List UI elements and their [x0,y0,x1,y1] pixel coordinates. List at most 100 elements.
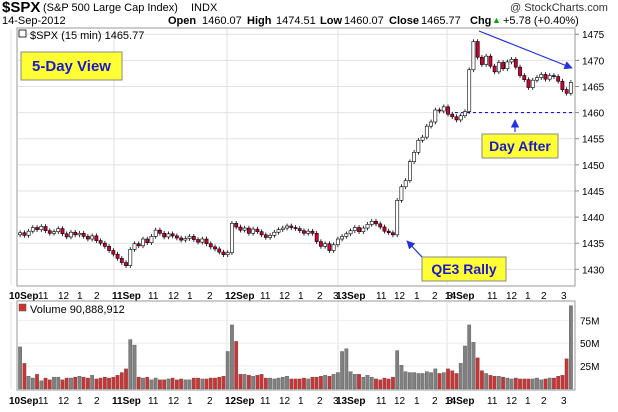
volume-x-tick-label: 1 [77,396,83,407]
candle-body [280,227,285,230]
volume-bar [149,379,154,390]
volume-bar [18,346,22,390]
volume-x-tick-label: 12 [394,396,406,407]
volume-bar [111,376,116,390]
volume-bar [399,365,404,390]
chg-label: Chg [470,15,492,27]
volume-bar [327,376,332,390]
candle-body [132,243,137,250]
volume-bar [378,379,383,390]
candle-body [352,227,357,231]
volume-bar [560,375,565,390]
candle-body [196,239,200,243]
volume-bar [513,377,518,390]
day-after-text: Day After [489,138,551,154]
candle-body [357,227,361,233]
candle-body [458,115,463,121]
candle-body [251,228,256,234]
candle-body [297,228,302,231]
volume-x-tick-label: 11Sep [112,396,141,407]
candle-body [441,106,446,112]
candle-body [450,113,455,118]
candle-body [454,116,459,121]
candle-body [107,246,111,251]
candle-body [268,235,272,238]
volume-x-tick-label: 10Sep [9,396,38,407]
volume-bar [73,376,78,390]
volume-bar [543,378,548,390]
candle-body [47,230,52,234]
candle-body [492,65,497,73]
volume-bar [530,378,535,390]
candle-body [276,229,281,233]
candle-body [327,243,332,251]
volume-legend: Volume 90,888,912 [30,304,125,316]
candle-body [115,253,120,259]
volume-bar [480,370,484,390]
candle-body [365,224,370,229]
price-x-tick-label: 3 [333,291,339,302]
volume-bar [408,372,412,390]
candle-body [217,248,222,253]
candle-body [52,231,56,234]
volume-bar [467,324,472,390]
legend-candle-icon [18,29,27,38]
volume-x-tick-label: 12 [168,396,180,407]
volume-bar [497,376,501,390]
volume-bar [39,380,44,390]
volume-bar [272,378,277,390]
candle-body [348,230,353,235]
price-x-tick-label: 2 [432,291,438,302]
volume-bar [175,379,179,390]
volume-bar [484,373,488,390]
candle-body [174,235,179,239]
price-x-tick-label: 12 [279,291,291,302]
price-tick-label: 1465 [582,82,605,93]
price-x-tick-label: 1 [77,291,83,302]
volume-x-tick-label: 1 [187,396,193,407]
volume-bar [280,376,285,390]
volume-bar [492,376,497,390]
candle-body [86,236,90,240]
candle-body [522,75,527,80]
volume-bar [348,371,353,390]
price-x-tick-label: 2 [94,291,100,302]
price-tick-label: 1430 [582,265,605,276]
volume-bar [64,377,69,390]
candle-body [204,238,209,245]
volume-x-tick-label: 12 [279,396,291,407]
volume-bar [441,372,446,390]
volume-bar [289,378,294,390]
volume-bar [124,368,128,390]
volume-bar [539,379,544,390]
price-x-tick-label: 1 [525,291,531,302]
candle-body [513,59,518,68]
candle-body [501,62,505,70]
candle-body [238,226,243,231]
price-x-tick-label: 12Sep [225,291,254,302]
volume-bar [386,378,391,390]
candle-body [319,241,323,247]
candle-body [153,229,158,237]
volume-bar [30,377,35,390]
volume-x-tick-label: 1 [298,396,304,407]
candle-body [335,238,340,246]
open-value: 1460.07 [202,15,242,27]
volume-x-tick-label: 2 [94,396,100,407]
candle-body [26,230,31,236]
price-x-tick-label: 12 [394,291,406,302]
candle-body [378,223,383,228]
candle-body [191,236,196,240]
price-x-tick-label: 11Sep [112,291,141,302]
candle-body [285,225,289,229]
candle-body [77,232,82,236]
volume-bar [81,376,86,390]
price-tick-label: 1475 [582,30,605,41]
candle-body [98,240,103,244]
open-label: Open [168,15,197,27]
candle-body [471,41,476,71]
candle-body [128,249,133,266]
volume-bar [437,373,442,390]
candle-body [263,234,268,238]
